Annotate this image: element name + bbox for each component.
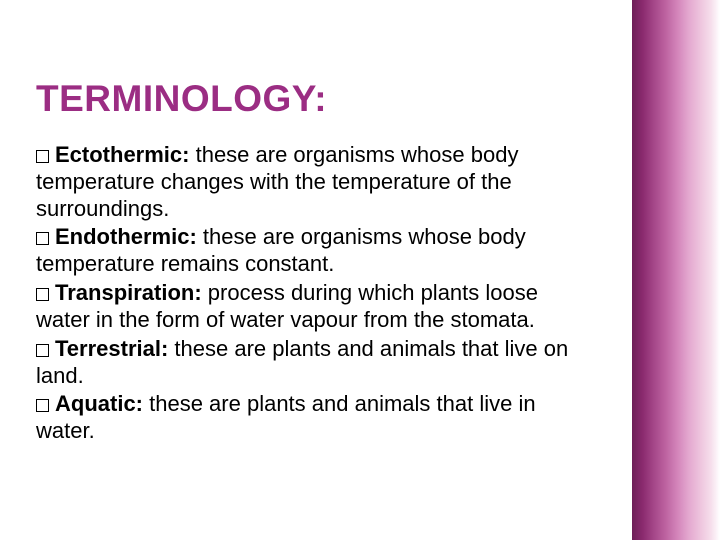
term-label: Endothermic: [55, 224, 203, 249]
list-item: Ectothermic: these are organisms whose b… [36, 142, 596, 222]
slide-body: TERMINOLOGY: Ectothermic: these are orga… [0, 0, 632, 540]
square-bullet-icon [36, 399, 49, 412]
terminology-list: Ectothermic: these are organisms whose b… [36, 142, 596, 445]
square-bullet-icon [36, 288, 49, 301]
term-label: Transpiration: [55, 280, 202, 305]
slide-title: TERMINOLOGY: [36, 78, 596, 120]
term-label: Terrestrial: [55, 336, 168, 361]
list-item: Aquatic: these are plants and animals th… [36, 391, 596, 445]
list-item: Endothermic: these are organisms whose b… [36, 224, 596, 278]
square-bullet-icon [36, 344, 49, 357]
term-label: Ectothermic: [55, 142, 196, 167]
square-bullet-icon [36, 150, 49, 163]
term-label: Aquatic: [55, 391, 149, 416]
square-bullet-icon [36, 232, 49, 245]
decorative-sidebar [632, 0, 720, 540]
list-item: Transpiration: process during which plan… [36, 280, 596, 334]
list-item: Terrestrial: these are plants and animal… [36, 336, 596, 390]
